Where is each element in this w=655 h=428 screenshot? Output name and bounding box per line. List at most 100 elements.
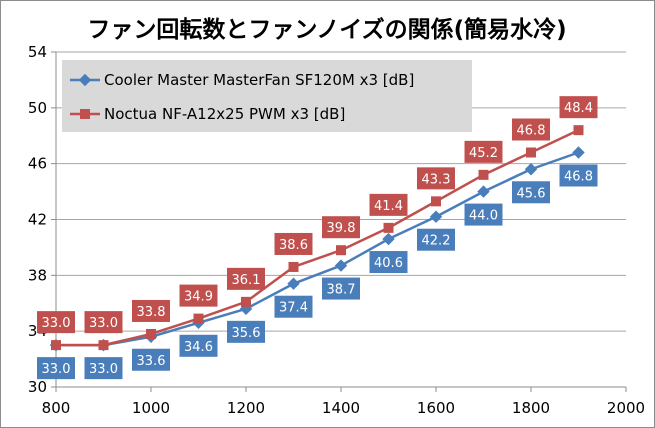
data-point-square <box>146 328 156 339</box>
data-label: 33.0 <box>84 311 123 334</box>
data-label-text: 44.0 <box>469 209 498 224</box>
data-label-box <box>417 228 455 251</box>
data-label-box <box>132 348 170 371</box>
x-tick-label: 1800 <box>512 399 550 417</box>
data-label-box <box>322 277 360 300</box>
data-label-text: 39.8 <box>327 221 356 236</box>
data-label-box <box>37 311 75 334</box>
chart-title: ファン回転数とファンノイズの関係(簡易水冷) <box>87 16 566 43</box>
data-label-box <box>227 320 265 343</box>
data-label: 48.4 <box>559 96 598 119</box>
data-label-text: 38.7 <box>327 283 356 298</box>
data-label: 46.8 <box>559 164 598 187</box>
data-label-box <box>84 311 123 334</box>
data-label: 33.6 <box>132 348 170 371</box>
y-tick-label: 42 <box>28 211 47 229</box>
x-tick-label: 1400 <box>322 399 360 417</box>
series-group <box>49 125 585 352</box>
data-point-square <box>51 340 61 351</box>
data-label: 36.1 <box>227 267 265 290</box>
data-label: 40.6 <box>369 251 408 274</box>
y-tick-label: 30 <box>28 378 47 396</box>
data-point-square <box>478 169 489 180</box>
data-label-box <box>464 140 503 163</box>
data-point-square <box>193 313 204 324</box>
data-label-text: 33.8 <box>137 305 166 320</box>
data-label-box <box>464 203 503 226</box>
legend: Cooler Master MasterFan SF120M x3 [dB] No… <box>62 60 472 132</box>
y-tick-label: 50 <box>28 99 47 117</box>
data-label-text: 43.3 <box>422 172 451 187</box>
data-label-text: 35.6 <box>232 326 261 341</box>
legend-entry: Noctua NF-A12x25 PWM x3 [dB] <box>70 105 345 123</box>
data-point-diamond <box>477 185 490 198</box>
data-label-text: 33.0 <box>89 362 118 377</box>
data-point-diamond <box>287 277 300 290</box>
data-label: 33.0 <box>37 311 75 334</box>
data-point-square <box>80 109 90 119</box>
x-tick-label: 1000 <box>132 399 170 417</box>
data-label-box <box>512 181 550 204</box>
data-label: 33.0 <box>84 357 123 380</box>
x-tick-label: 2000 <box>607 399 645 417</box>
data-label-text: 42.2 <box>422 234 451 249</box>
data-label-box <box>559 96 598 119</box>
data-label-text: 33.0 <box>89 316 118 331</box>
series-line <box>56 129 580 347</box>
data-label-box <box>84 357 123 380</box>
data-label-box <box>132 299 170 322</box>
data-label-box <box>559 164 598 187</box>
data-label-box <box>274 232 313 255</box>
data-label: 44.0 <box>464 203 503 226</box>
data-point-diamond <box>572 146 585 159</box>
data-point-diamond <box>78 73 92 87</box>
data-label-text: 40.6 <box>374 256 403 271</box>
data-label: 38.7 <box>322 277 360 300</box>
data-label-box <box>417 167 455 190</box>
data-label-box <box>227 267 265 290</box>
data-point-diamond <box>524 163 538 176</box>
data-label-text: 33.0 <box>42 316 71 331</box>
data-label: 41.4 <box>369 193 408 216</box>
series-2 <box>51 125 584 351</box>
data-label-text: 41.4 <box>374 199 403 214</box>
y-tick-label: 54 <box>28 43 47 61</box>
data-label: 34.6 <box>179 334 218 357</box>
data-label-text: 46.8 <box>564 170 593 185</box>
x-tick-label: 1600 <box>417 399 455 417</box>
data-label-box <box>369 251 408 274</box>
legend-entry: Cooler Master MasterFan SF120M x3 [dB] <box>70 71 414 89</box>
data-point-square <box>336 245 346 256</box>
y-tick-label: 38 <box>28 266 47 284</box>
data-label: 35.6 <box>227 320 265 343</box>
data-label: 46.8 <box>512 118 550 141</box>
data-label-text: 37.4 <box>279 301 308 316</box>
data-label: 39.8 <box>322 216 360 239</box>
data-label-text: 46.8 <box>517 124 546 139</box>
data-labels: 33.0 33.0 33.6 34.6 35.6 37.4 38.7 40.6 42.2 44.0… <box>37 96 598 380</box>
legend-label: Noctua NF-A12x25 PWM x3 [dB] <box>104 105 345 123</box>
series-line <box>56 151 579 347</box>
data-label-box <box>37 357 75 380</box>
data-point-diamond <box>334 259 348 272</box>
data-point-diamond <box>429 210 443 223</box>
x-tick-label: 800 <box>42 399 71 417</box>
data-label-box <box>179 284 218 307</box>
data-point-diamond <box>382 232 395 246</box>
data-label-box <box>322 216 360 239</box>
data-label: 45.6 <box>512 181 550 204</box>
data-label-text: 33.6 <box>137 354 166 369</box>
data-label-text: 45.6 <box>517 186 546 201</box>
data-label-box <box>512 118 550 141</box>
data-label: 43.3 <box>417 167 455 190</box>
data-label-box <box>179 334 218 357</box>
data-point-square <box>241 296 251 307</box>
data-point-square <box>431 196 441 207</box>
data-label-box <box>369 193 408 216</box>
data-label: 37.4 <box>274 295 313 318</box>
data-label: 33.0 <box>37 357 75 380</box>
data-point-square <box>573 125 584 136</box>
data-point-diamond <box>239 302 253 316</box>
